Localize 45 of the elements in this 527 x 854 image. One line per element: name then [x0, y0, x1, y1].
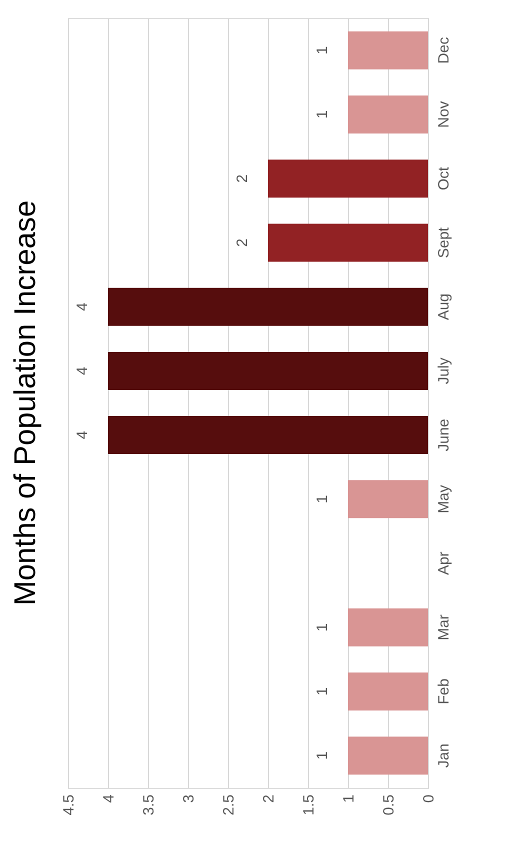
bar [348, 736, 428, 775]
x-tick-label: 0 [420, 794, 438, 803]
x-tick-label: 2.5 [220, 794, 238, 816]
x-tick-label: 1 [340, 794, 358, 803]
x-tick-label: 2 [260, 794, 278, 803]
y-tick-label: Apr [436, 552, 452, 575]
data-label: 1 [314, 46, 331, 55]
data-label: 1 [314, 110, 331, 119]
data-label: 4 [74, 366, 91, 376]
data-label: 4 [74, 302, 91, 311]
x-tick-label: 4 [100, 794, 118, 803]
y-tick-label: Dec [436, 36, 452, 64]
x-tick-label: 1.5 [300, 794, 318, 816]
bar [348, 31, 428, 70]
y-tick-label: Feb [436, 678, 452, 704]
data-label: 1 [314, 751, 331, 760]
bar [108, 288, 428, 326]
x-tick-label: 0.5 [380, 794, 398, 816]
y-tick-label: Sept [436, 226, 452, 258]
bar [348, 95, 428, 134]
x-tick-label: 3 [180, 794, 198, 803]
bar [268, 224, 428, 262]
bar [268, 160, 428, 198]
y-tick-label: May [436, 484, 452, 514]
bar [348, 672, 428, 711]
y-tick-label: June [436, 418, 452, 452]
bar [108, 416, 428, 454]
y-tick-label: Nov [436, 100, 452, 128]
bar [348, 480, 428, 518]
y-tick-label: July [436, 357, 452, 384]
data-label: 1 [314, 495, 331, 504]
bar [108, 352, 428, 390]
data-label: 2 [234, 238, 251, 247]
y-tick-label: Oct [436, 166, 452, 190]
text: Months of Population Increase [9, 200, 42, 606]
y-tick-label: Aug [436, 293, 452, 320]
y-tick-label: Jan [436, 744, 452, 768]
y-tick-label: Mar [436, 614, 452, 640]
data-label: 1 [314, 623, 331, 632]
x-tick-label: 4.5 [60, 794, 78, 816]
x-tick-label: 3.5 [140, 794, 158, 816]
data-label: 4 [74, 430, 91, 440]
data-label: 1 [314, 687, 331, 696]
data-label: 2 [234, 174, 251, 183]
bar [348, 608, 428, 646]
